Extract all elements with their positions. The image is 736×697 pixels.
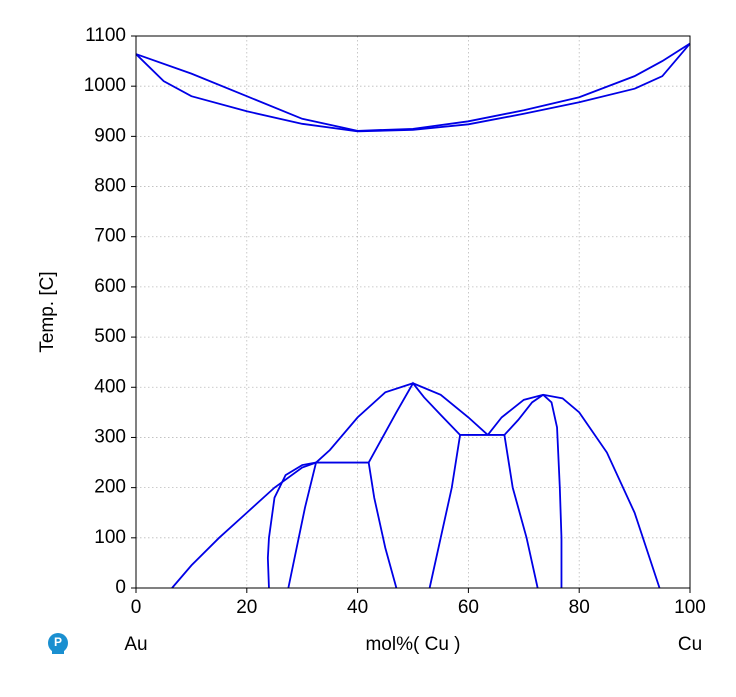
phase-boundary [503, 394, 544, 436]
y-tick-label: 300 [94, 426, 126, 447]
phase-boundary [428, 434, 461, 589]
y-axis-label: Temp. [C] [37, 271, 58, 352]
y-tick-label: 0 [115, 577, 126, 598]
y-tick-label: 900 [94, 125, 126, 146]
y-tick-label: 600 [94, 276, 126, 297]
x-tick-label: 60 [458, 597, 479, 618]
y-tick-label: 700 [94, 226, 126, 247]
left-component-label: Au [124, 634, 147, 655]
x-tick-label: 80 [569, 597, 590, 618]
x-tick-label: 40 [347, 597, 368, 618]
y-tick-label: 100 [94, 527, 126, 548]
phase-boundary [287, 461, 369, 589]
x-axis-label: mol%( Cu ) [365, 634, 460, 655]
y-tick-label: 1100 [85, 25, 126, 46]
logo: P [48, 633, 68, 654]
y-tick-label: 1000 [84, 75, 126, 96]
x-tick-label: 20 [236, 597, 257, 618]
svg-text:P: P [54, 635, 62, 649]
y-tick-label: 500 [94, 326, 126, 347]
phase-boundary [367, 381, 505, 463]
x-tick-label: 0 [131, 597, 142, 618]
x-tick-label: 100 [674, 597, 706, 618]
phase-boundary [135, 42, 691, 132]
right-component-label: Cu [678, 634, 702, 655]
phase-boundary [367, 462, 398, 589]
phase-boundary [542, 394, 563, 588]
plot-frame [135, 35, 691, 589]
phase-boundary [135, 42, 691, 133]
phase-boundary [487, 393, 661, 589]
phase-boundary [266, 461, 317, 589]
phase-boundary [171, 382, 489, 589]
phase-boundary [503, 434, 539, 589]
y-tick-label: 400 [94, 376, 126, 397]
y-tick-label: 800 [94, 176, 126, 197]
y-tick-label: 200 [94, 477, 126, 498]
